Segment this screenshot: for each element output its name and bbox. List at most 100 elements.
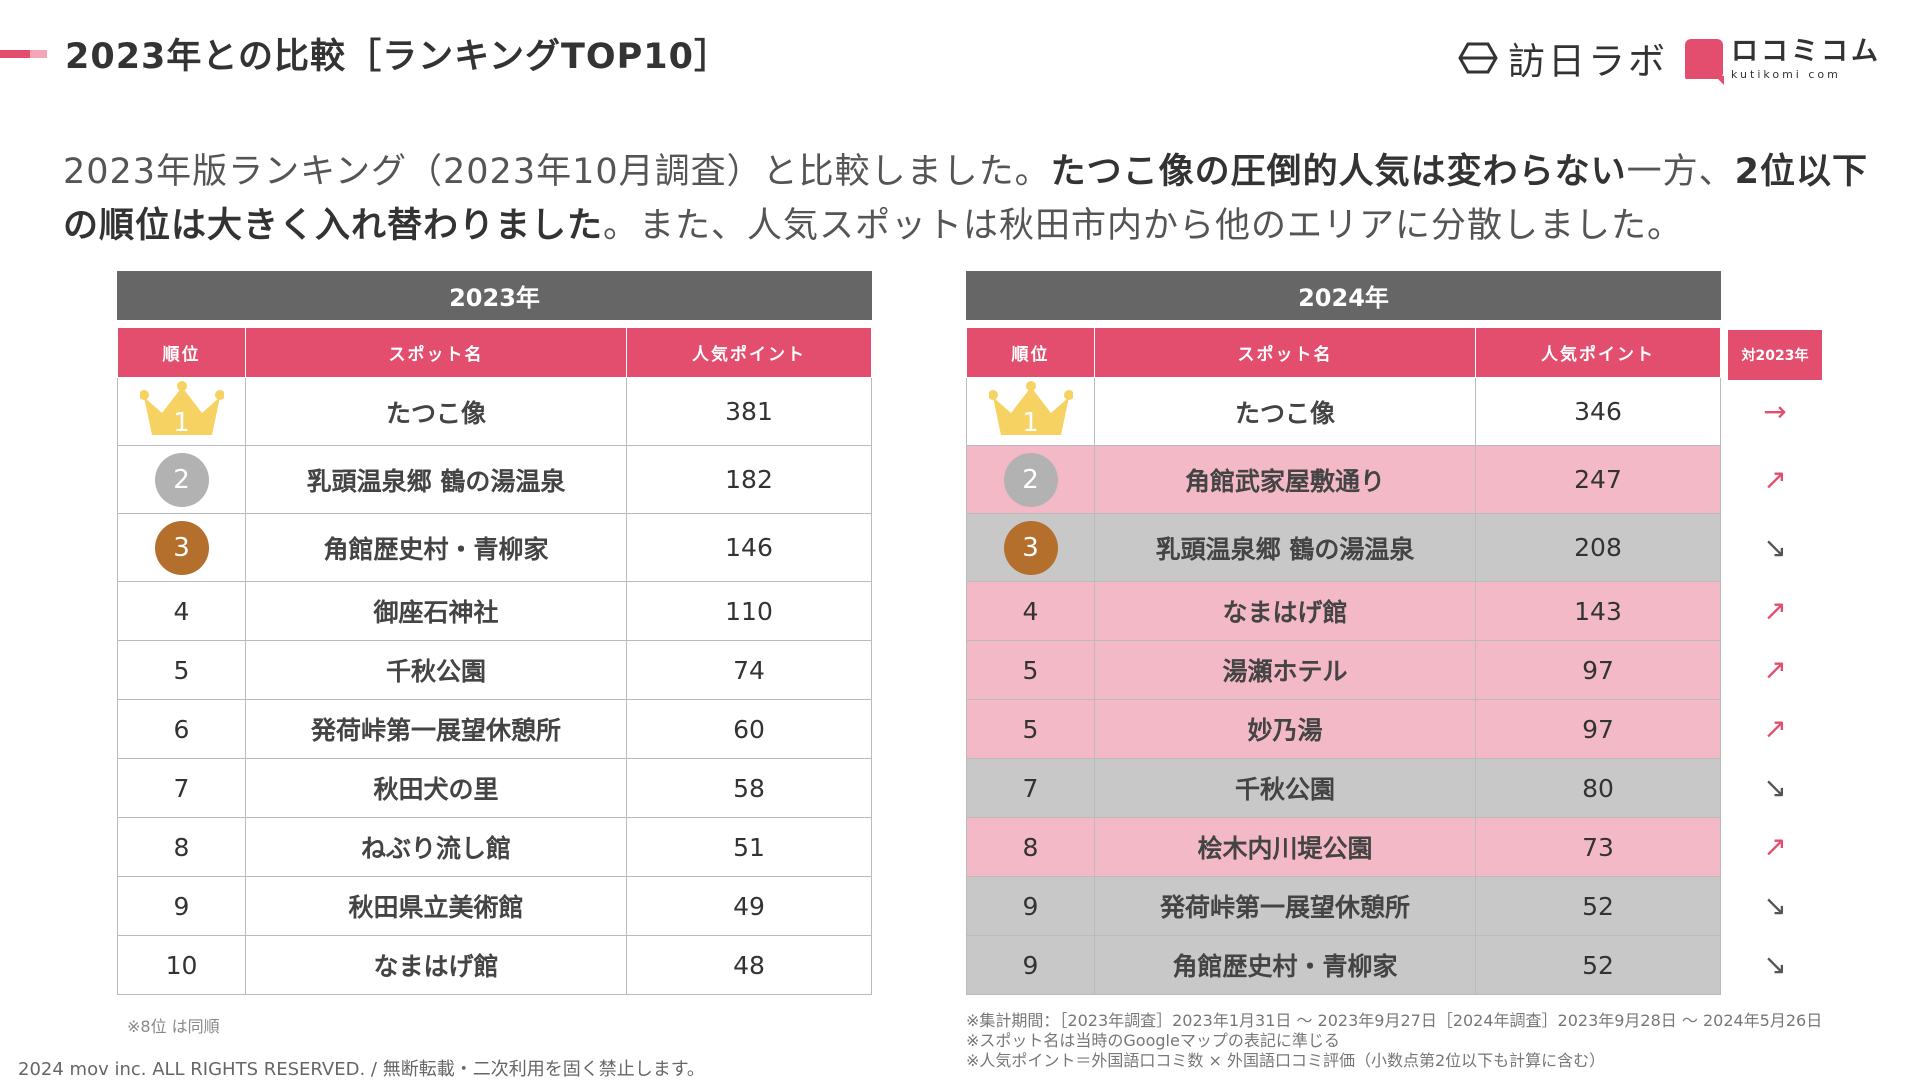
ranking-table-2024: 2024年 順位 スポット名 人気ポイント 1 たつこ像 346 2 角館武家屋…	[965, 271, 1722, 995]
rank-cell: 2	[966, 445, 1095, 514]
table-row: 2 乳頭温泉郷 鶴の湯温泉 182	[117, 445, 873, 514]
intro-text-1: 2023年版ランキング（2023年10月調査）と比較しました。	[63, 152, 1051, 192]
rank-cell: 7	[117, 758, 246, 818]
arrow-right-icon: →	[1763, 395, 1787, 428]
table-row: 7 秋田犬の里 58	[117, 758, 873, 818]
table-year-header: 2023年	[116, 271, 873, 320]
column-header-points: 人気ポイント	[1474, 327, 1722, 378]
spot-name: 発荷峠第一展望休憩所	[1094, 876, 1476, 936]
table-row: 8 ねぶり流し館 51	[117, 817, 873, 877]
spot-name: 秋田県立美術館	[245, 876, 627, 936]
table-row: 8 桧木内川堤公園 73	[966, 817, 1722, 877]
rank-cell: 1	[117, 377, 246, 446]
arrow-up-right-icon: ↗	[1763, 594, 1787, 627]
points-value: 143	[1474, 581, 1722, 641]
rank-cell: 4	[966, 581, 1095, 641]
points-value: 97	[1474, 640, 1722, 700]
rank-cell: 5	[966, 699, 1095, 759]
houchi-labo-logo: 訪日ラボ	[1458, 36, 1668, 83]
kuchikomi-logo-subtext: kutikomi com	[1731, 68, 1841, 81]
silver-medal-badge: 2	[154, 452, 209, 507]
points-value: 74	[625, 640, 873, 700]
survey-notes: ※集計期間：［2023年調査］2023年1月31日 〜 2023年9月27日［2…	[966, 1011, 1822, 1071]
table-row: 5 千秋公園 74	[117, 640, 873, 700]
points-value: 208	[1474, 513, 1722, 582]
points-value: 48	[625, 935, 873, 995]
intro-highlight-1: たつこ像の圧倒的人気は変わらない	[1050, 152, 1627, 192]
points-value: 52	[1474, 935, 1722, 995]
spot-name: 湯瀬ホテル	[1094, 640, 1476, 700]
arrow-up-right-icon: ↗	[1763, 712, 1787, 745]
points-value: 58	[625, 758, 873, 818]
gold-crown-icon: 1	[988, 380, 1073, 438]
bronze-medal-badge: 3	[154, 520, 209, 575]
table-row: 2 角館武家屋敷通り 247	[966, 445, 1722, 514]
ranking-table-2023: 2023年 順位 スポット名 人気ポイント 1 たつこ像 381 2 乳頭温泉郷…	[116, 271, 873, 995]
rank-cell: 9	[117, 876, 246, 936]
gold-crown-icon: 1	[139, 380, 224, 438]
rank-cell: 9	[966, 876, 1095, 936]
note-line: ※人気ポイント＝外国語口コミ数 × 外国語口コミ評価（小数点第2位以下も計算に含…	[966, 1051, 1606, 1070]
table-row: 3 角館歴史村・青柳家 146	[117, 513, 873, 582]
spot-name: 御座石神社	[245, 581, 627, 641]
spot-name: 妙乃湯	[1094, 699, 1476, 759]
intro-paragraph: 2023年版ランキング（2023年10月調査）と比較しました。たつこ像の圧倒的人…	[63, 145, 1893, 253]
spot-name: 秋田犬の里	[245, 758, 627, 818]
change-column-header: 対2023年	[1728, 330, 1822, 380]
points-value: 182	[625, 445, 873, 514]
spot-name: 角館歴史村・青柳家	[1094, 935, 1476, 995]
points-value: 346	[1474, 377, 1722, 446]
accent-bar	[0, 50, 47, 58]
table-row: 7 千秋公園 80	[966, 758, 1722, 818]
note-line: ※スポット名は当時のGoogleマップの表記に準じる	[966, 1031, 1340, 1050]
spot-name: 角館歴史村・青柳家	[245, 513, 627, 582]
houchi-labo-mark-icon	[1458, 42, 1498, 74]
arrow-up-right-icon: ↗	[1763, 463, 1787, 496]
table-row: 10 なまはげ館 48	[117, 935, 873, 995]
table-row: 4 御座石神社 110	[117, 581, 873, 641]
table-row: 1 たつこ像 381	[117, 377, 873, 446]
silver-medal-badge: 2	[1003, 452, 1058, 507]
spot-name: 千秋公園	[1094, 758, 1476, 818]
points-value: 60	[625, 699, 873, 759]
copyright-footer: 2024 mov inc. ALL RIGHTS RESERVED. / 無断転…	[18, 1059, 705, 1080]
rank-cell: 3	[966, 513, 1095, 582]
rank-cell: 8	[117, 817, 246, 877]
arrow-down-right-icon: ↘	[1763, 948, 1787, 981]
table-row: 9 秋田県立美術館 49	[117, 876, 873, 936]
table-row: 1 たつこ像 346	[966, 377, 1722, 446]
points-value: 381	[625, 377, 873, 446]
spot-name: 発荷峠第一展望休憩所	[245, 699, 627, 759]
spot-name: 角館武家屋敷通り	[1094, 445, 1476, 514]
spot-name: なまはげ館	[245, 935, 627, 995]
table-row: 6 発荷峠第一展望休憩所 60	[117, 699, 873, 759]
bronze-medal-badge: 3	[1003, 520, 1058, 575]
rank-cell: 3	[117, 513, 246, 582]
table-row: 5 妙乃湯 97	[966, 699, 1722, 759]
arrow-up-right-icon: ↗	[1763, 830, 1787, 863]
points-value: 97	[1474, 699, 1722, 759]
rank-cell: 1	[966, 377, 1095, 446]
rank-cell: 6	[117, 699, 246, 759]
kuchikomi-logo-text: ロコミコム	[1731, 36, 1881, 67]
table-row: 9 発荷峠第一展望休憩所 52	[966, 876, 1722, 936]
rank-cell: 8	[966, 817, 1095, 877]
column-header-rank: 順位	[966, 327, 1095, 378]
table-year-header: 2024年	[965, 271, 1722, 320]
rank-cell: 5	[966, 640, 1095, 700]
points-value: 51	[625, 817, 873, 877]
houchi-labo-logo-text: 訪日ラボ	[1508, 40, 1668, 83]
tie-note: ※8位 は同順	[127, 1017, 220, 1036]
rank-cell: 4	[117, 581, 246, 641]
spot-name: たつこ像	[245, 377, 627, 446]
arrow-up-right-icon: ↗	[1763, 653, 1787, 686]
column-header-points: 人気ポイント	[625, 327, 873, 378]
spot-name: なまはげ館	[1094, 581, 1476, 641]
table-row: 4 なまはげ館 143	[966, 581, 1722, 641]
points-value: 49	[625, 876, 873, 936]
intro-highlight-2: 2位以下の順位は大きく入れ替わりました	[63, 152, 1869, 246]
table-row: 3 乳頭温泉郷 鶴の湯温泉 208	[966, 513, 1722, 582]
column-header-rank: 順位	[117, 327, 246, 378]
spot-name: 桧木内川堤公園	[1094, 817, 1476, 877]
rank-cell: 9	[966, 935, 1095, 995]
